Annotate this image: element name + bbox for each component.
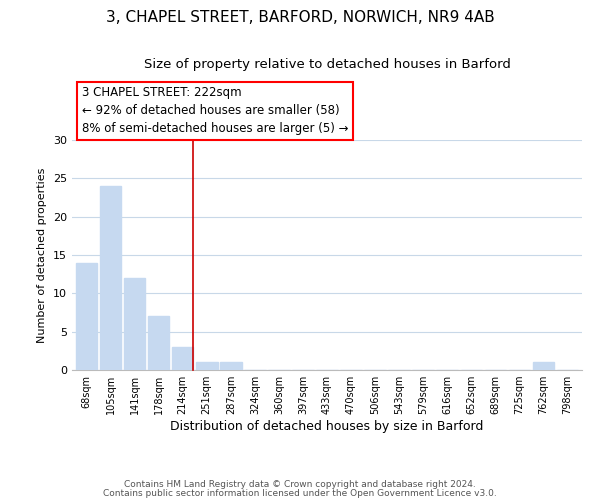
Bar xyxy=(100,186,121,370)
Bar xyxy=(196,362,218,370)
Bar xyxy=(172,347,193,370)
Title: Size of property relative to detached houses in Barford: Size of property relative to detached ho… xyxy=(143,58,511,71)
X-axis label: Distribution of detached houses by size in Barford: Distribution of detached houses by size … xyxy=(170,420,484,433)
Bar xyxy=(533,362,554,370)
Text: Contains HM Land Registry data © Crown copyright and database right 2024.: Contains HM Land Registry data © Crown c… xyxy=(124,480,476,489)
Y-axis label: Number of detached properties: Number of detached properties xyxy=(37,168,47,342)
Text: 3, CHAPEL STREET, BARFORD, NORWICH, NR9 4AB: 3, CHAPEL STREET, BARFORD, NORWICH, NR9 … xyxy=(106,10,494,25)
Bar xyxy=(148,316,169,370)
Bar xyxy=(220,362,242,370)
Text: Contains public sector information licensed under the Open Government Licence v3: Contains public sector information licen… xyxy=(103,489,497,498)
Bar xyxy=(76,262,97,370)
Bar xyxy=(124,278,145,370)
Text: 3 CHAPEL STREET: 222sqm
← 92% of detached houses are smaller (58)
8% of semi-det: 3 CHAPEL STREET: 222sqm ← 92% of detache… xyxy=(82,86,349,136)
